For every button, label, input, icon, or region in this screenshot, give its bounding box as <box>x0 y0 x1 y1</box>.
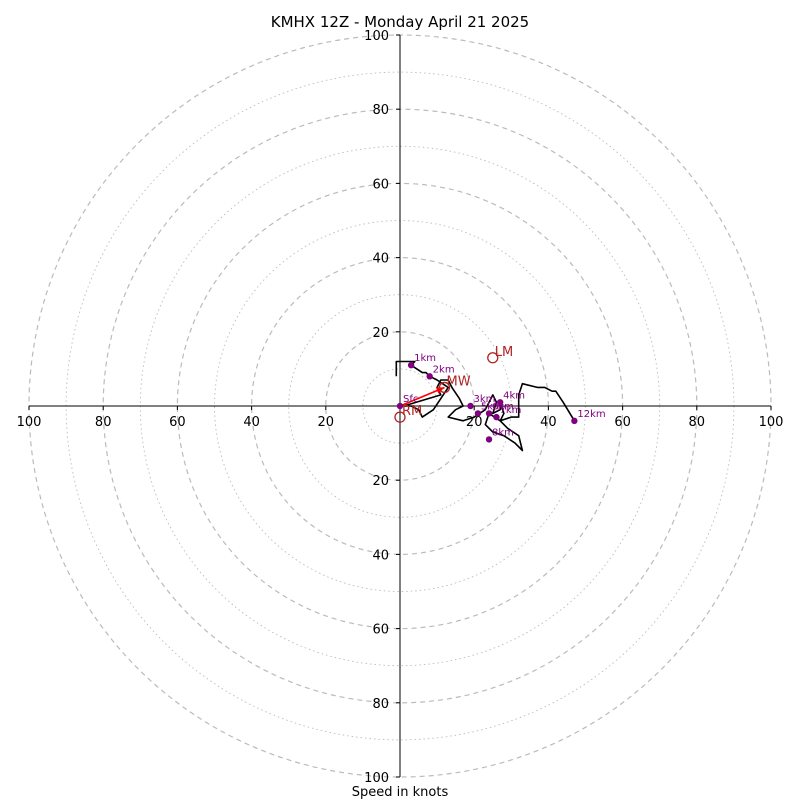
storm-motion-marker <box>438 381 451 394</box>
chart-title: KMHX 12Z - Monday April 21 2025 <box>271 13 529 31</box>
x-tick-label: 40 <box>243 415 260 430</box>
storm-motion-marker <box>394 411 406 423</box>
height-marker-dot <box>485 436 493 443</box>
height-marker: 4km <box>496 390 525 406</box>
height-marker-label: 4km <box>503 390 525 401</box>
height-marker: 3km <box>467 394 495 410</box>
height-marker: 5km <box>474 401 503 417</box>
y-tick-label: 80 <box>372 103 389 118</box>
x-tick-label: 60 <box>169 415 186 430</box>
height-marker-label: 6km <box>492 401 514 412</box>
storm-motion-marker <box>487 352 499 364</box>
height-marker-label: 3km <box>473 394 495 405</box>
storm-motion: MW <box>438 374 471 394</box>
y-tick-label: 100 <box>364 771 389 786</box>
height-marker-dot <box>493 413 500 421</box>
tick-labels: 100 80 60 40 20 20 40 60 80 100100806040202040608… <box>17 29 784 786</box>
x-tick-label: 60 <box>614 415 631 430</box>
hodograph-trace <box>395 360 576 452</box>
height-marker-dot <box>396 402 404 410</box>
storm-motion-label: MW <box>447 374 471 389</box>
x-tick-label: 100 <box>759 415 784 430</box>
y-tick-label: 20 <box>372 326 389 341</box>
y-tick-label: 40 <box>372 548 389 563</box>
x-tick-label: 80 <box>689 415 706 430</box>
shear-vector-line <box>399 386 445 407</box>
height-marker-label: 1km <box>414 353 436 364</box>
height-marker-dot <box>496 399 504 406</box>
y-tick-label: 60 <box>372 623 389 638</box>
height-marker-label: 2km <box>433 364 455 375</box>
height-marker: 2km <box>426 364 455 380</box>
storm-motion: RM <box>394 404 422 423</box>
y-tick-label: 60 <box>372 177 389 192</box>
height-marker-label: 12km <box>577 409 605 420</box>
y-tick-label: 40 <box>372 252 389 267</box>
height-marker-dot <box>485 410 493 417</box>
storm-motion-label: LM <box>495 345 513 360</box>
x-tick-label: 40 <box>540 415 557 430</box>
height-marker-dot <box>467 402 474 410</box>
height-marker: 6km <box>485 401 514 417</box>
height-marker-dot <box>474 410 482 417</box>
x-tick-label: 80 <box>95 415 112 430</box>
height-marker-dot <box>407 361 415 369</box>
hodograph-trace-layer <box>395 360 576 452</box>
x-tick-label: 100 <box>17 415 42 430</box>
x-tick-label: 20 <box>318 415 335 430</box>
height-marker: Sfc <box>396 394 418 410</box>
y-tick-label: 20 <box>372 474 389 489</box>
height-marker: 12km <box>571 409 606 425</box>
storm-motion: LM <box>487 345 513 364</box>
height-marker: 1km <box>407 353 436 369</box>
height-marker-dot <box>571 417 578 425</box>
height-marker-label: 7km <box>499 405 521 416</box>
storm-motion-label: RM <box>402 404 422 419</box>
y-tick-label: 80 <box>372 697 389 712</box>
storm-motions: LM MW RM <box>394 345 513 423</box>
height-marker: 8km <box>485 427 514 443</box>
height-marker-label: Sfc <box>403 394 418 405</box>
height-marker-label: 8km <box>492 427 514 438</box>
height-marker: 7km <box>493 405 521 421</box>
y-tick-label: 100 <box>364 29 389 44</box>
height-marker-dot <box>426 373 433 380</box>
x-axis-label: Speed in knots <box>352 785 449 800</box>
height-marker-label: 5km <box>481 401 503 412</box>
